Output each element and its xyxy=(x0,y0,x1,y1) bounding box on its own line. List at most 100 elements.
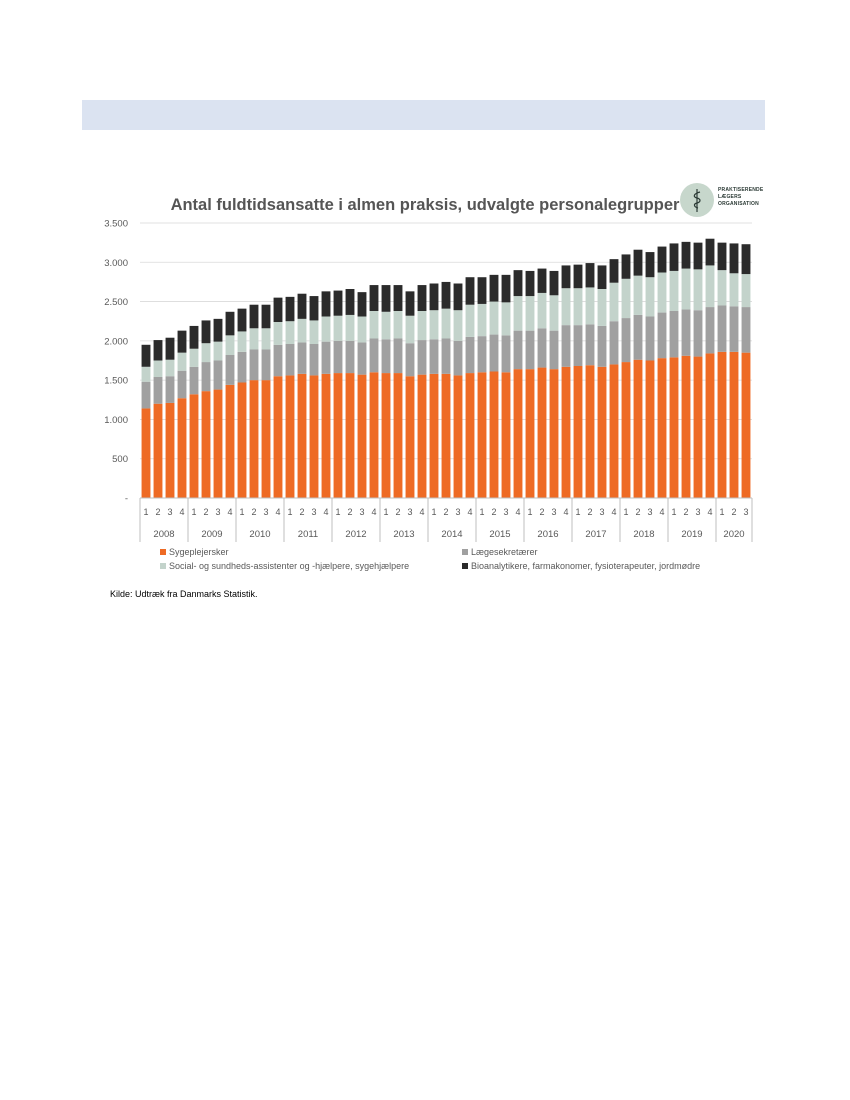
bar-segment xyxy=(669,243,679,271)
x-tick-label: 2 xyxy=(731,507,736,517)
bar-segment xyxy=(369,372,379,498)
bar-segment xyxy=(669,311,679,358)
bar-segment xyxy=(141,381,151,409)
bars xyxy=(141,238,751,498)
bar-segment xyxy=(657,246,667,273)
bar-segment xyxy=(297,342,307,374)
bar-segment xyxy=(549,295,559,331)
chart-title: Antal fuldtidsansatte i almen praksis, u… xyxy=(171,196,680,214)
bar-segment xyxy=(597,265,607,289)
x-tick-label: 4 xyxy=(227,507,232,517)
bar-segment xyxy=(213,318,223,342)
bar-segment xyxy=(501,335,511,373)
bar-segment xyxy=(513,270,523,297)
legend-swatch xyxy=(462,563,468,569)
bar-segment xyxy=(357,316,367,343)
bar-segment xyxy=(417,285,427,311)
bar-segment xyxy=(237,308,247,332)
x-tick-label: 3 xyxy=(695,507,700,517)
bar-segment xyxy=(669,357,679,498)
bar-segment xyxy=(645,277,655,317)
bar-segment xyxy=(609,364,619,498)
bar-segment xyxy=(429,310,439,340)
bar-segment xyxy=(201,343,211,363)
legend-label: Social- og sundheds-assistenter og -hjæl… xyxy=(169,561,409,571)
x-year-label: 2014 xyxy=(441,529,462,540)
bar-segment xyxy=(717,270,727,306)
bar-segment xyxy=(705,307,715,354)
bar-segment xyxy=(561,265,571,289)
y-tick-label: 2.500 xyxy=(104,297,128,308)
bar-segment xyxy=(501,302,511,336)
bar-segment xyxy=(405,315,415,344)
bar-segment xyxy=(645,360,655,498)
x-tick-label: 1 xyxy=(719,507,724,517)
x-tick-label: 2 xyxy=(539,507,544,517)
bar-segment xyxy=(213,389,223,498)
bar-segment xyxy=(561,288,571,326)
bar-segment xyxy=(729,351,739,498)
bar-segment xyxy=(597,366,607,498)
x-tick-label: 2 xyxy=(587,507,592,517)
bar-segment xyxy=(153,377,163,404)
bar-segment xyxy=(441,281,451,309)
x-tick-label: 2 xyxy=(683,507,688,517)
bar-segment xyxy=(477,336,487,373)
bar-segment xyxy=(681,355,691,498)
bar-segment xyxy=(405,291,415,316)
bar-segment xyxy=(453,340,463,376)
bar-segment xyxy=(693,269,703,311)
bar-segment xyxy=(441,373,451,498)
bar-segment xyxy=(633,314,643,360)
bar-segment xyxy=(309,375,319,498)
x-tick-label: 1 xyxy=(143,507,148,517)
bar-segment xyxy=(537,328,547,368)
bar-segment xyxy=(609,259,619,283)
legend-label: Lægesekretærer xyxy=(471,547,538,557)
legend-swatch xyxy=(462,549,468,555)
bar-segment xyxy=(249,328,259,350)
bar-segment xyxy=(309,320,319,344)
bar-segment xyxy=(453,283,463,311)
bar-segment xyxy=(141,366,151,382)
bar-segment xyxy=(165,359,175,377)
y-tick-label: - xyxy=(125,494,128,505)
bar-segment xyxy=(549,330,559,370)
bar-segment xyxy=(489,334,499,372)
x-year-label: 2010 xyxy=(249,529,270,540)
x-tick-label: 2 xyxy=(203,507,208,517)
x-tick-label: 1 xyxy=(479,507,484,517)
bar-segment xyxy=(321,341,331,374)
x-tick-label: 3 xyxy=(455,507,460,517)
bar-segment xyxy=(729,273,739,307)
x-tick-label: 3 xyxy=(503,507,508,517)
bar-segment xyxy=(657,358,667,498)
bar-segment xyxy=(549,270,559,296)
bar-segment xyxy=(657,312,667,359)
bar-segment xyxy=(165,376,175,403)
bar-segment xyxy=(357,342,367,375)
legend-label: Sygeplejersker xyxy=(169,547,229,557)
x-tick-label: 2 xyxy=(347,507,352,517)
bar-segment xyxy=(513,296,523,331)
bar-segment xyxy=(249,349,259,381)
x-tick-label: 1 xyxy=(191,507,196,517)
bar-segment xyxy=(213,341,223,361)
bar-segment xyxy=(309,344,319,376)
bar-segment xyxy=(717,242,727,271)
x-tick-label: 4 xyxy=(611,507,616,517)
bar-segment xyxy=(345,314,355,341)
bar-segment xyxy=(189,325,199,349)
bar-segment xyxy=(225,311,235,336)
bar-segment xyxy=(597,325,607,367)
bar-segment xyxy=(261,328,271,350)
x-tick-label: 1 xyxy=(623,507,628,517)
bar-segment xyxy=(489,274,499,302)
bar-segment xyxy=(237,382,247,498)
x-tick-label: 3 xyxy=(167,507,172,517)
bar-segment xyxy=(693,356,703,498)
bar-segment xyxy=(465,336,475,374)
bar-segment xyxy=(561,325,571,367)
bar-segment xyxy=(621,318,631,363)
